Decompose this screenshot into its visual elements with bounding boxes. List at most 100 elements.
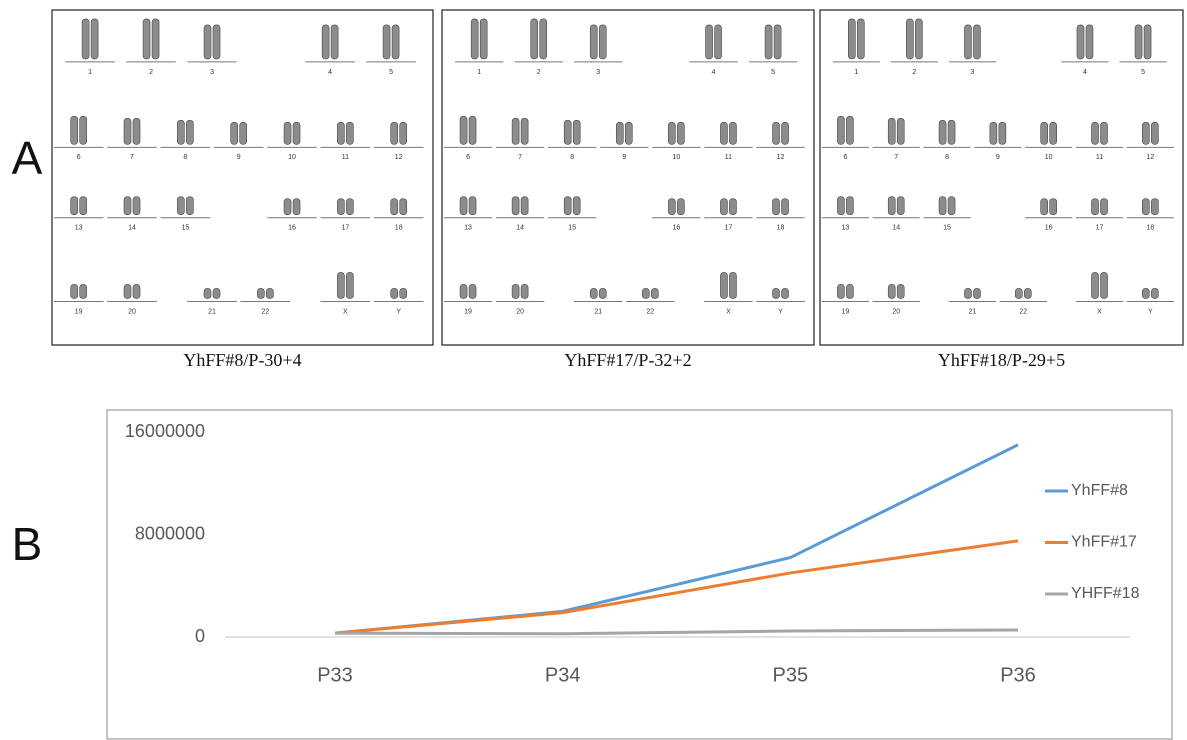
chromosome-number: X — [343, 308, 348, 315]
chromosome — [1100, 198, 1108, 215]
chromosome-number: 20 — [516, 308, 524, 315]
chromosome — [346, 122, 354, 145]
chromosome — [132, 196, 141, 215]
x-tick-label: P35 — [773, 664, 809, 686]
chromosome — [330, 24, 339, 60]
chromosome — [938, 196, 947, 215]
panel-caption: YhFF#8/P-30+4 — [183, 350, 301, 370]
chromosome-number: 19 — [842, 308, 850, 315]
chromosome-number: 22 — [1019, 308, 1027, 315]
chromosome — [212, 288, 221, 299]
chromosome — [337, 122, 345, 145]
chromosome-number: 12 — [777, 154, 785, 161]
chromosome — [989, 122, 998, 145]
chromosome-number: 20 — [128, 308, 136, 315]
chromosome-number: 18 — [395, 225, 403, 232]
x-tick-label: P36 — [1000, 664, 1036, 686]
chromosome-number: 7 — [894, 154, 898, 161]
chromosome-number: 12 — [1146, 154, 1154, 161]
chromosome — [572, 196, 581, 215]
chromosome — [1049, 122, 1057, 145]
chromosome — [1040, 198, 1048, 215]
chromosome — [1143, 24, 1152, 60]
chromosome-number: 4 — [328, 69, 332, 76]
chromosome — [79, 284, 87, 299]
chromosome — [563, 196, 572, 215]
chromosome — [511, 284, 520, 299]
chromosome — [459, 284, 468, 299]
chromosome — [382, 24, 391, 60]
chromosome-number: 9 — [622, 154, 626, 161]
chromosome — [1151, 198, 1159, 215]
chromosome — [896, 118, 905, 145]
series-line — [334, 539, 1019, 635]
chromosome — [896, 284, 905, 299]
chromosome — [998, 122, 1007, 145]
chromosome — [151, 18, 160, 60]
chart-frame — [106, 409, 1173, 740]
chromosome — [764, 24, 773, 60]
chromosome-number: 2 — [912, 69, 916, 76]
chromosome — [520, 284, 529, 299]
chromosome — [714, 24, 722, 60]
chromosome — [470, 18, 479, 60]
chromosome — [1076, 24, 1085, 60]
chromosome — [668, 198, 676, 215]
chromosome — [79, 196, 87, 215]
chromosome — [79, 116, 87, 145]
chromosome — [973, 288, 981, 299]
chromosome-number: 21 — [594, 308, 602, 315]
chromosome — [90, 18, 99, 60]
chromosome — [1134, 24, 1143, 60]
chromosome — [973, 24, 981, 60]
chromosome — [729, 122, 737, 145]
chromosome — [772, 122, 780, 145]
chromosome — [1023, 288, 1032, 299]
chromosome-number: Y — [396, 308, 401, 315]
chromosome — [70, 116, 78, 145]
chromosome — [598, 288, 607, 299]
chromosome — [896, 196, 905, 215]
chromosome — [773, 24, 782, 60]
chromosome-number: 22 — [646, 308, 654, 315]
chromosome — [887, 118, 896, 145]
chromosome — [391, 24, 400, 60]
chromosome — [468, 196, 477, 215]
chromosome — [292, 122, 301, 145]
chromosome — [479, 18, 488, 60]
chromosome-number: 19 — [75, 308, 83, 315]
chromosome — [1014, 288, 1023, 299]
chromosome-number: 17 — [1096, 225, 1104, 232]
chromosome-number: 18 — [1146, 225, 1154, 232]
chromosome-number: 11 — [1096, 154, 1103, 161]
panel-caption: YhFF#17/P-32+2 — [564, 350, 691, 370]
chromosome — [964, 24, 972, 60]
y-tick-label: 0 — [195, 626, 205, 646]
chromosome-number: 3 — [596, 69, 600, 76]
chromosome — [346, 272, 354, 299]
chromosome — [1085, 24, 1094, 60]
chromosome — [887, 196, 896, 215]
y-tick-label: 16000000 — [125, 421, 205, 441]
legend-label: YhFF#17 — [1071, 534, 1137, 551]
chromosome — [837, 284, 845, 299]
chromosome — [729, 198, 737, 215]
chromosome — [257, 288, 265, 299]
chromosome — [123, 284, 132, 299]
chromosome — [1091, 122, 1099, 145]
chromosome — [572, 120, 581, 145]
chromosome-number: 5 — [771, 69, 775, 76]
chromosome — [846, 196, 854, 215]
chromosome-number: 2 — [149, 69, 153, 76]
chromosome — [520, 118, 529, 145]
chromosome-number: X — [726, 308, 731, 315]
chromosome — [337, 272, 345, 299]
chromosome — [705, 24, 713, 60]
chromosome-number: 8 — [570, 154, 574, 161]
chromosome — [230, 122, 238, 145]
chromosome-number: 21 — [969, 308, 977, 315]
chromosome — [468, 116, 477, 145]
chromosome-number: 13 — [842, 225, 850, 232]
chromosome — [283, 198, 292, 215]
